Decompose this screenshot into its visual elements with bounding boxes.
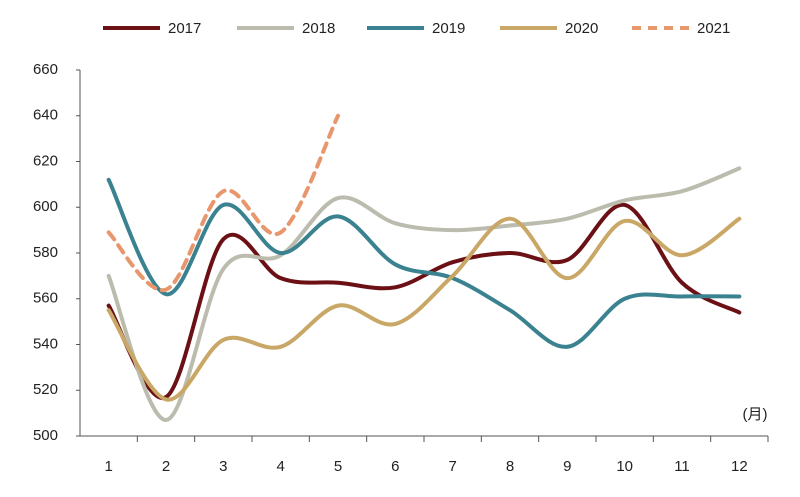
y-tick-label: 600 [33, 198, 58, 215]
y-tick-label: 560 [33, 290, 58, 307]
y-tick-label: 520 [33, 381, 58, 398]
x-tick-label: 3 [219, 458, 227, 475]
y-tick-label: 500 [33, 427, 58, 444]
series-line [106, 177, 742, 349]
x-tick-label: 9 [563, 458, 571, 475]
x-tick-label: 7 [448, 458, 456, 475]
x-tick-label: 11 [674, 458, 690, 475]
series-line [106, 216, 742, 402]
x-tick-label: 6 [391, 458, 399, 475]
x-tick-label: 4 [276, 458, 284, 475]
y-tick-label: 660 [33, 61, 58, 78]
y-tick-label: 580 [33, 244, 58, 261]
legend-label: 2021 [697, 20, 730, 37]
x-tick-label: 1 [104, 458, 112, 475]
x-axis-label: (月) [743, 406, 768, 423]
y-tick-label: 540 [33, 335, 58, 352]
legend-label: 2017 [168, 20, 201, 37]
legend-label: 2019 [432, 20, 465, 37]
y-tick-label: 640 [33, 107, 58, 124]
series-line [106, 113, 340, 292]
x-tick-label: 8 [506, 458, 514, 475]
x-tick-label: 2 [162, 458, 170, 475]
x-tick-label: 10 [616, 458, 633, 475]
y-tick-label: 620 [33, 152, 58, 169]
legend-label: 2018 [302, 20, 335, 37]
series-line [106, 202, 742, 400]
x-tick-label: 12 [731, 458, 748, 475]
legend-label: 2020 [565, 20, 598, 37]
x-tick-label: 5 [334, 458, 342, 475]
